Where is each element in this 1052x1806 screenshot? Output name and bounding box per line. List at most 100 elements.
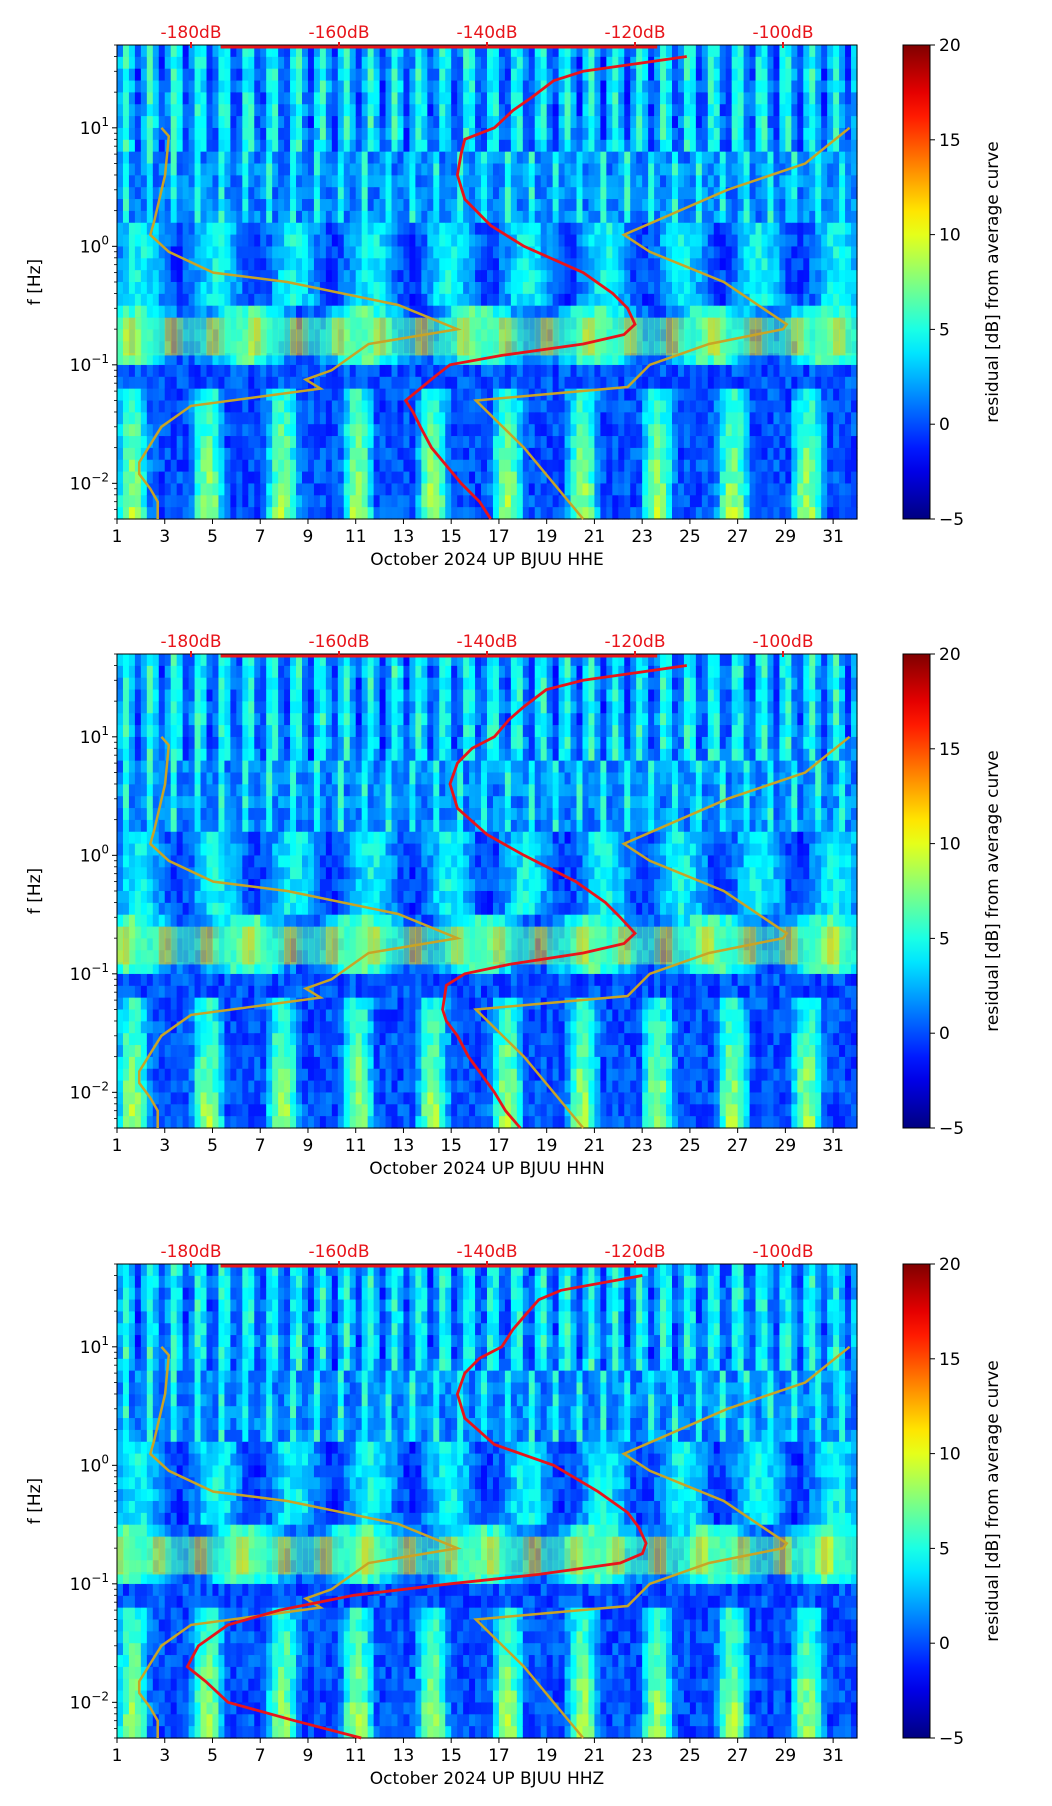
- colorbar-label: residual [dB] from average curve: [983, 750, 1003, 1031]
- x-tick-label: 29: [775, 1746, 797, 1766]
- db-axis-label: -120dB: [604, 23, 665, 43]
- colorbar-label: residual [dB] from average curve: [983, 141, 1003, 422]
- colorbar: −5 0 5 10 15 20 residual [dB] from average cur…: [902, 1255, 1003, 1749]
- x-tick-label: 13: [393, 1746, 415, 1766]
- y-tick-label: 10−2: [70, 470, 109, 494]
- colorbar-gradient: [902, 653, 931, 1129]
- nlnm-curve: [137, 126, 462, 519]
- x-axis-label: October 2024 UP BJUU HHZ: [370, 1769, 604, 1789]
- x-tick-label: 15: [440, 527, 462, 547]
- y-tick-label: 10−1: [70, 1571, 109, 1595]
- x-tick-label: 13: [393, 527, 415, 547]
- colorbar-tick-label: 5: [939, 320, 950, 340]
- x-tick-label: 3: [159, 527, 170, 547]
- colorbar-tick-label: −5: [939, 1729, 964, 1749]
- x-tick-label: 31: [822, 527, 844, 547]
- x-tick-label: 19: [536, 527, 558, 547]
- db-axis-label: -120dB: [604, 1242, 665, 1262]
- colorbar-tick-label: −5: [939, 1119, 964, 1139]
- colorbar-tick-label: 10: [939, 835, 961, 855]
- colorbar-tick-label: 10: [939, 226, 961, 246]
- x-tick-label: 7: [255, 1136, 266, 1156]
- y-tick-label: 100: [80, 1452, 109, 1476]
- x-tick-label: 31: [822, 1746, 844, 1766]
- db-axis-label: -160dB: [308, 1242, 369, 1262]
- x-tick-label: 19: [536, 1746, 558, 1766]
- x-tick-label: 9: [303, 1136, 314, 1156]
- db-axis-label: -160dB: [308, 23, 369, 43]
- x-tick-label: 17: [488, 1136, 510, 1156]
- colorbar-tick-label: 20: [939, 1255, 961, 1275]
- colorbar-gradient: [902, 44, 931, 520]
- db-axis-label: -140dB: [456, 632, 517, 652]
- x-tick-label: 17: [488, 527, 510, 547]
- x-tick-label: 27: [727, 1136, 749, 1156]
- y-tick-label: 100: [80, 233, 109, 257]
- x-tick-label: 11: [345, 1746, 367, 1766]
- x-tick-label: 17: [488, 1746, 510, 1766]
- db-axis-label: -100dB: [752, 1242, 813, 1262]
- colorbar-tick-label: 20: [939, 645, 961, 665]
- nhnm-curve: [473, 1345, 851, 1739]
- average-curve: [185, 1274, 648, 1740]
- x-tick-label: 29: [775, 1136, 797, 1156]
- x-axis-label: October 2024 UP BJUU HHN: [369, 1159, 604, 1179]
- y-tick-label: 10−2: [70, 1079, 109, 1103]
- db-axis-label: -120dB: [604, 632, 665, 652]
- x-tick-label: 1: [112, 1746, 123, 1766]
- y-tick-label: 101: [80, 115, 109, 139]
- y-tick-label: 100: [80, 842, 109, 866]
- x-tick-label: 21: [584, 527, 606, 547]
- x-tick-label: 15: [440, 1746, 462, 1766]
- x-tick-label: 21: [584, 1136, 606, 1156]
- colorbar-tick-label: 15: [939, 131, 961, 151]
- x-tick-label: 9: [303, 527, 314, 547]
- x-axis-label: October 2024 UP BJUU HHE: [370, 550, 603, 570]
- nlnm-curve: [137, 735, 462, 1128]
- db-axis-label: -100dB: [752, 632, 813, 652]
- colorbar-tick-label: 20: [939, 36, 961, 56]
- colorbar-tick-label: 0: [939, 415, 950, 435]
- db-axis-label: -140dB: [456, 23, 517, 43]
- colorbar-tick-label: −5: [939, 510, 964, 530]
- x-tick-label: 19: [536, 1136, 558, 1156]
- x-tick-label: 3: [159, 1746, 170, 1766]
- colorbar-tick-label: 10: [939, 1445, 961, 1465]
- colorbar-tick-label: 15: [939, 740, 961, 760]
- x-tick-label: 27: [727, 527, 749, 547]
- average-curve: [441, 664, 687, 1129]
- colorbar-tick-label: 15: [939, 1350, 961, 1370]
- x-tick-label: 5: [207, 1746, 218, 1766]
- y-axis-label: f [Hz]: [25, 1478, 45, 1524]
- x-tick-label: 23: [631, 1136, 653, 1156]
- x-tick-label: 5: [207, 527, 218, 547]
- x-tick-label: 25: [679, 527, 701, 547]
- colorbar: −5 0 5 10 15 20 residual [dB] from average cur…: [902, 36, 1003, 530]
- x-tick-label: 23: [631, 1746, 653, 1766]
- x-tick-label: 31: [822, 1136, 844, 1156]
- x-tick-label: 15: [440, 1136, 462, 1156]
- x-tick-label: 21: [584, 1746, 606, 1766]
- x-tick-label: 1: [112, 1136, 123, 1156]
- colorbar-tick-label: 0: [939, 1634, 950, 1654]
- x-tick-label: 27: [727, 1746, 749, 1766]
- db-axis-label: -180dB: [160, 1242, 221, 1262]
- y-tick-label: 10−1: [70, 961, 109, 985]
- x-tick-label: 7: [255, 527, 266, 547]
- y-tick-label: 101: [80, 1334, 109, 1358]
- db-axis-label: -140dB: [456, 1242, 517, 1262]
- x-tick-label: 1: [112, 527, 123, 547]
- spectrogram-image: [117, 654, 858, 1129]
- y-axis-label: f [Hz]: [25, 868, 45, 914]
- x-tick-label: 5: [207, 1136, 218, 1156]
- x-tick-label: 7: [255, 1746, 266, 1766]
- nhnm-curve: [473, 735, 851, 1129]
- nlnm-curve: [137, 1345, 462, 1738]
- colorbar-tick-label: 0: [939, 1024, 950, 1044]
- spectrogram-image: [117, 45, 858, 520]
- colorbar-tick-label: 5: [939, 1539, 950, 1559]
- x-tick-label: 11: [345, 1136, 367, 1156]
